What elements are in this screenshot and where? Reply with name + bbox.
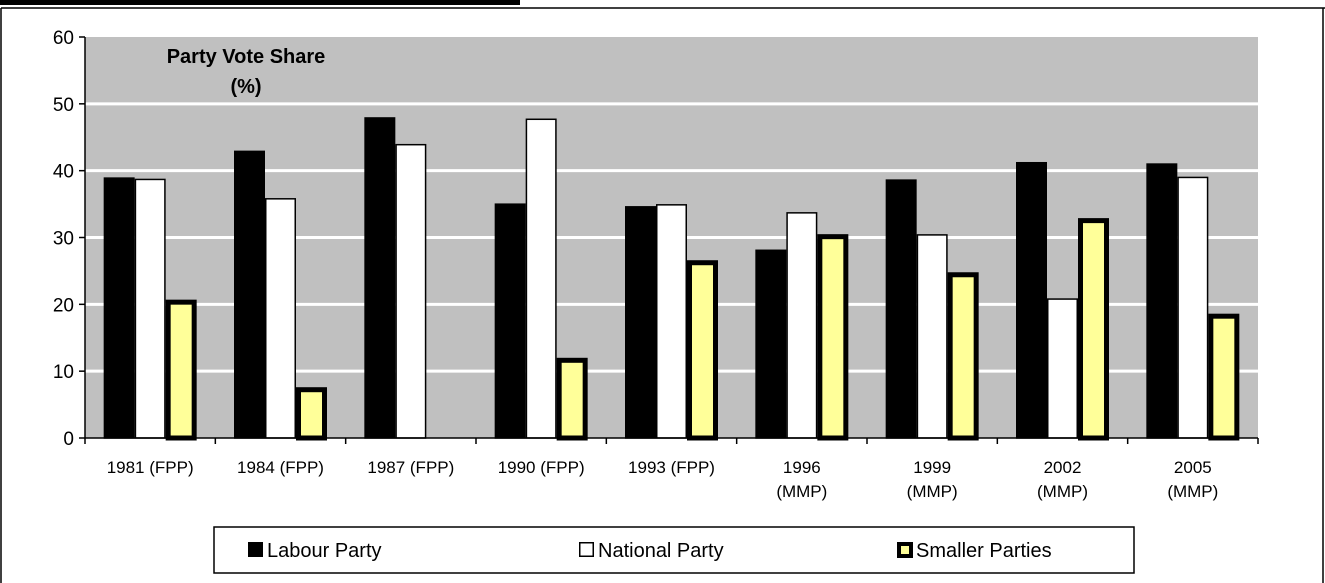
bar-national-party [395, 143, 427, 439]
legend-label: National Party [598, 540, 724, 562]
legend-swatch [579, 542, 594, 557]
y-tick-label: 30 [53, 229, 74, 250]
y-tick-label: 0 [63, 429, 74, 450]
x-tick-label: 1987 (FPP) [367, 458, 454, 477]
bar-smaller-parties [1078, 218, 1109, 441]
x-tick-label: 1981 (FPP) [107, 458, 194, 477]
bar-smaller-parties [556, 357, 588, 441]
x-tick-label: (MMP) [907, 482, 958, 501]
bar-labour-party [625, 206, 656, 439]
bar-labour-party [103, 177, 135, 439]
bar-labour-party [494, 203, 526, 439]
bar-labour-party [885, 179, 917, 439]
y-tick-label: 10 [53, 362, 74, 383]
bar-national-party [916, 234, 948, 439]
bar-smaller-parties [947, 272, 979, 441]
legend-swatch [248, 542, 263, 557]
legend-label: Labour Party [267, 540, 382, 562]
legend-label: Smaller Parties [916, 540, 1052, 562]
bar-national-party [786, 212, 818, 439]
y-tick-label: 60 [53, 28, 74, 49]
x-tick-label: (MMP) [776, 482, 827, 501]
bar-smaller-parties [817, 234, 849, 441]
bar-national-party [1047, 298, 1078, 439]
bar-smaller-parties [687, 260, 718, 441]
x-tick-label: 1996 [783, 458, 821, 477]
bar-national-party [656, 204, 687, 439]
bar-national-party [134, 178, 166, 439]
bar-labour-party [1016, 161, 1047, 439]
legend: Labour Party National Party Smaller Partie… [213, 526, 1135, 574]
bar-labour-party [755, 249, 787, 439]
chart-title: (%) [230, 76, 261, 98]
x-tick-label: (MMP) [1037, 482, 1088, 501]
x-tick-label: 1990 (FPP) [498, 458, 585, 477]
y-tick-label: 40 [53, 162, 74, 183]
x-tick-label: 2002 [1044, 458, 1082, 477]
x-tick-label: 1999 [913, 458, 951, 477]
x-tick-label: 1993 (FPP) [628, 458, 715, 477]
legend-swatch [897, 542, 913, 558]
bar-national-party [265, 198, 296, 439]
y-tick-label: 20 [53, 295, 74, 316]
clipped-caption-strip [0, 0, 520, 5]
y-tick-label: 50 [53, 95, 74, 116]
x-tick-label: 2005 [1174, 458, 1212, 477]
bar-smaller-parties [1208, 313, 1240, 441]
plot-area: 0 10 20 30 40 50 60 1981 (FPP) 1984 (FPP) 1987 (F… [53, 28, 1259, 501]
bar-labour-party [234, 150, 265, 439]
bar-national-party [525, 118, 557, 439]
x-tick-label: (MMP) [1167, 482, 1218, 501]
bar-national-party [1177, 176, 1209, 439]
bar-labour-party [1146, 163, 1178, 439]
bar-smaller-parties [296, 387, 327, 441]
x-tick-label: 1984 (FPP) [237, 458, 324, 477]
bar-smaller-parties [165, 299, 197, 441]
legend-box [213, 526, 1135, 574]
chart-title: Party Vote Share [167, 46, 326, 68]
bar-labour-party [364, 117, 396, 439]
